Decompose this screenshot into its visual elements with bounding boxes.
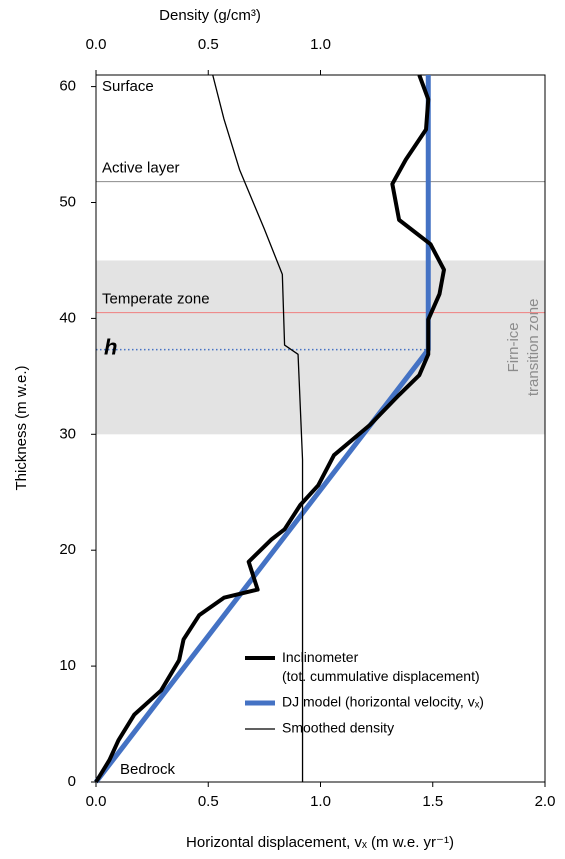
y-tick-label: 10 xyxy=(59,657,76,674)
x-axis-title: Horizontal displacement, vₓ (m w.e. yr⁻¹… xyxy=(186,834,454,851)
series-line xyxy=(94,74,446,784)
legend-label: Inclinometer (tot. cummulative displaceme… xyxy=(282,649,480,684)
y-tick-label: 50 xyxy=(59,193,76,210)
y-tick-label: 20 xyxy=(59,541,76,558)
surface-label: Surface xyxy=(102,78,154,95)
x-tick-label: 0.0 xyxy=(86,793,107,810)
x-tick-label: 1.5 xyxy=(422,793,443,810)
bedrock-label: Bedrock xyxy=(120,761,176,778)
series-line xyxy=(212,74,304,782)
y-tick-label: 40 xyxy=(59,309,76,326)
region xyxy=(96,260,545,435)
y-tick-label: 60 xyxy=(59,78,76,95)
reference-label: Temperate zone xyxy=(102,291,210,308)
reference-label: Active layer xyxy=(102,160,180,177)
x2-tick-label: 1.0 xyxy=(310,36,331,53)
x-tick-label: 1.0 xyxy=(310,793,331,810)
x2-axis-title: Density (g/cm³) xyxy=(159,7,261,24)
x-tick-label: 2.0 xyxy=(535,793,556,810)
legend-label: DJ model (horizontal velocity, vₓ) xyxy=(282,694,484,710)
legend-label: Smoothed density xyxy=(282,720,394,736)
x-tick-label: 0.5 xyxy=(198,793,219,810)
y-tick-label: 30 xyxy=(59,425,76,442)
reference-label: h xyxy=(104,334,117,359)
x2-tick-label: 0.5 xyxy=(198,36,219,53)
region-label: Firn-ice transition zone xyxy=(505,299,542,397)
y-axis-title: Thickness (m w.e.) xyxy=(13,365,30,490)
x2-tick-label: 0.0 xyxy=(86,36,107,53)
y-tick-label: 0 xyxy=(68,773,76,790)
